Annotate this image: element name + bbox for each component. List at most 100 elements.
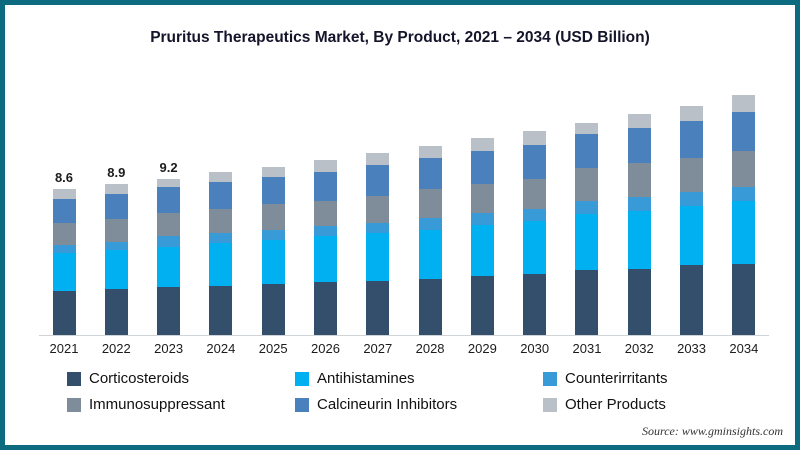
bar-segment-antihistamines xyxy=(157,246,181,288)
bar-column: 8.6 xyxy=(39,67,89,335)
bar-segment-immunosuppressant xyxy=(627,163,651,198)
bar-column xyxy=(248,67,298,335)
bar-segment-other-products xyxy=(261,166,285,177)
bar-segment-antihistamines xyxy=(470,224,494,276)
legend-item: Immunosuppressant xyxy=(67,396,295,413)
bar-segment-corticosteroids xyxy=(575,270,599,335)
x-tick-label: 2027 xyxy=(363,341,393,356)
bar-segment-other-products xyxy=(104,183,128,194)
bar-segment-other-products xyxy=(680,105,704,121)
bar-column xyxy=(457,67,507,335)
bar-segment-counterirritants xyxy=(209,233,233,244)
x-tick-label: 2028 xyxy=(415,341,445,356)
stacked-bar xyxy=(366,153,390,335)
bar-segment-antihistamines xyxy=(104,250,128,290)
legend-swatch-icon xyxy=(67,371,81,386)
bar-segment-calcineurin-inhibitors xyxy=(261,176,285,205)
bar-segment-counterirritants xyxy=(313,226,337,237)
stacked-bar xyxy=(104,183,128,335)
legend: Corticosteroids Antihistamines Counterirri… xyxy=(67,370,771,413)
chart-title: Pruritus Therapeutics Market, By Product… xyxy=(150,29,650,46)
bar-segment-immunosuppressant xyxy=(104,219,128,242)
bar-segment-counterirritants xyxy=(627,197,651,211)
bar-segment-immunosuppressant xyxy=(732,151,756,188)
stacked-bar xyxy=(261,166,285,335)
x-tick-label: 2022 xyxy=(101,341,131,356)
bar-segment-counterirritants xyxy=(470,212,494,225)
bar-segment-counterirritants xyxy=(680,192,704,206)
legend-swatch-icon xyxy=(543,397,557,412)
bar-segment-antihistamines xyxy=(575,214,599,271)
bar-segment-counterirritants xyxy=(157,236,181,247)
legend-label: Other Products xyxy=(565,396,666,413)
stacked-bar xyxy=(732,95,756,335)
bar-segment-other-products xyxy=(52,188,76,200)
bar-segment-corticosteroids xyxy=(261,284,285,335)
legend-item: Counterirritants xyxy=(543,370,771,387)
bar-column xyxy=(196,67,246,335)
bar-segment-corticosteroids xyxy=(680,265,704,335)
x-tick-label: 2033 xyxy=(677,341,707,356)
bar-segment-calcineurin-inhibitors xyxy=(470,151,494,184)
bar-segment-antihistamines xyxy=(627,210,651,269)
bar-segment-corticosteroids xyxy=(157,287,181,335)
legend-swatch-icon xyxy=(67,397,81,412)
bar-segment-antihistamines xyxy=(52,253,76,291)
legend-label: Immunosuppressant xyxy=(89,396,225,413)
legend-label: Calcineurin Inhibitors xyxy=(317,396,458,413)
bar-segment-corticosteroids xyxy=(104,289,128,335)
bar-segment-calcineurin-inhibitors xyxy=(575,134,599,169)
bar-segment-other-products xyxy=(209,171,233,183)
bar-segment-calcineurin-inhibitors xyxy=(418,158,442,189)
bar-segment-antihistamines xyxy=(680,205,704,266)
bar-column xyxy=(562,67,612,335)
legend-item: Calcineurin Inhibitors xyxy=(295,396,543,413)
bar-segment-immunosuppressant xyxy=(313,200,337,227)
stacked-bar xyxy=(470,137,494,335)
x-tick-label: 2025 xyxy=(258,341,288,356)
x-tick-label: 2030 xyxy=(520,341,550,356)
stacked-bar xyxy=(575,122,599,335)
x-tick-label: 2029 xyxy=(467,341,497,356)
x-tick-label: 2023 xyxy=(154,341,184,356)
x-tick-label: 2032 xyxy=(624,341,654,356)
stacked-bar xyxy=(52,188,76,335)
bar-segment-other-products xyxy=(366,153,390,166)
bar-segment-immunosuppressant xyxy=(575,168,599,201)
bar-segment-counterirritants xyxy=(523,209,547,222)
bar-segment-calcineurin-inhibitors xyxy=(627,127,651,164)
bar-segment-immunosuppressant xyxy=(418,188,442,218)
bar-segment-corticosteroids xyxy=(523,273,547,335)
bar-segment-other-products xyxy=(157,178,181,188)
bar-column xyxy=(667,67,717,335)
bar-column xyxy=(510,67,560,335)
bar-segment-antihistamines xyxy=(313,236,337,283)
bar-segment-calcineurin-inhibitors xyxy=(209,182,233,210)
bar-segment-corticosteroids xyxy=(366,280,390,335)
legend-item: Corticosteroids xyxy=(67,370,295,387)
bar-segment-other-products xyxy=(470,137,494,152)
bar-segment-counterirritants xyxy=(418,217,442,230)
bar-segment-immunosuppressant xyxy=(52,222,76,245)
stacked-bar xyxy=(523,131,547,335)
bar-segment-counterirritants xyxy=(575,200,599,215)
bar-segment-corticosteroids xyxy=(418,278,442,335)
stacked-bar xyxy=(680,105,704,335)
x-axis: 2021 2022 2023 2024 2025 2026 2027 2028 2029 2030… xyxy=(39,341,769,356)
bar-segment-counterirritants xyxy=(261,229,285,240)
x-tick-label: 2031 xyxy=(572,341,602,356)
bar-column xyxy=(300,67,350,335)
stacked-bar xyxy=(418,146,442,335)
bar-segment-calcineurin-inhibitors xyxy=(732,112,756,152)
bar-segment-immunosuppressant xyxy=(366,195,390,223)
legend-swatch-icon xyxy=(543,371,557,386)
bar-segment-calcineurin-inhibitors xyxy=(313,171,337,201)
plot-area: 8.6 8.9 9.2 xyxy=(39,67,769,336)
legend-swatch-icon xyxy=(295,397,309,412)
bar-segment-calcineurin-inhibitors xyxy=(157,187,181,213)
bar-column xyxy=(405,67,455,335)
bar-segment-other-products xyxy=(418,146,442,159)
legend-label: Corticosteroids xyxy=(89,370,190,387)
bar-segment-counterirritants xyxy=(366,222,390,234)
